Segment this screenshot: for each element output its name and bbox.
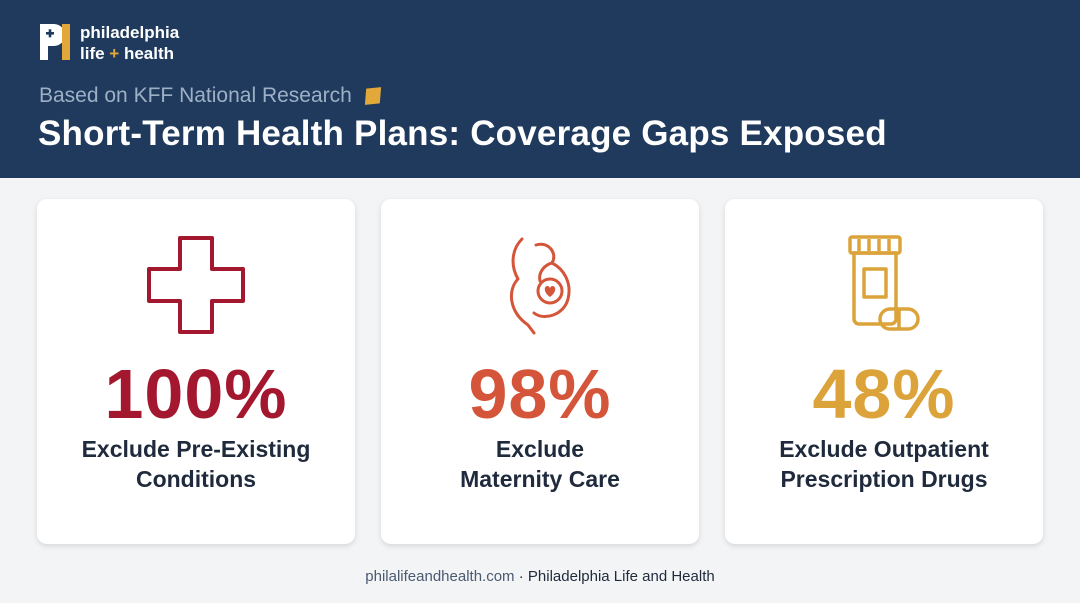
stat-description-line-2: Prescription Drugs: [780, 466, 988, 492]
stat-value: 48%: [812, 355, 956, 433]
footer: philalifeandhealth.com · Philadelphia Li…: [0, 568, 1080, 585]
logo-line-1: philadelphia: [80, 23, 180, 42]
logo-mark-icon: [40, 24, 70, 60]
stat-description-line-1: Exclude: [495, 436, 585, 462]
stat-description: Exclude Pre-Existing Conditions: [37, 434, 355, 494]
medical-cross-icon: [147, 236, 245, 334]
header-banner: philadelphia life + health Based on KFF …: [0, 0, 1080, 178]
stat-description-line-2: Conditions: [135, 466, 257, 492]
stat-card-maternity: 98% Exclude Maternity Care: [381, 199, 699, 544]
source-text: Based on KFF National Research: [39, 84, 352, 107]
stat-card-prescription: 48% Exclude Outpatient Prescription Drug…: [725, 199, 1043, 544]
footer-url-link[interactable]: philalifeandhealth.com: [365, 568, 515, 585]
tag-icon: [364, 87, 381, 105]
stat-value: 98%: [468, 355, 612, 433]
footer-separator: ·: [518, 568, 524, 585]
stat-description: Exclude Maternity Care: [381, 434, 699, 494]
logo-line-2: life + health: [80, 43, 179, 64]
stat-card-pre-existing: 100% Exclude Pre-Existing Conditions: [37, 199, 355, 544]
logo-word-life: life: [80, 44, 105, 63]
stat-description: Exclude Outpatient Prescription Drugs: [725, 434, 1043, 494]
stat-description-line-2: Maternity Care: [460, 466, 620, 492]
footer-org: Philadelphia Life and Health: [527, 568, 715, 585]
brand-logo[interactable]: philadelphia life + health: [38, 22, 179, 64]
page-title: Short-Term Health Plans: Coverage Gaps E…: [38, 114, 887, 153]
source-eyebrow: Based on KFF National Research: [39, 84, 384, 108]
logo-plus: +: [109, 44, 120, 63]
stat-description-line-1: Exclude Pre-Existing: [81, 436, 311, 462]
pill-bottle-icon: [848, 235, 920, 331]
stat-description-line-1: Exclude Outpatient: [779, 436, 989, 462]
logo-word-health: health: [123, 44, 175, 63]
pregnancy-icon: [509, 237, 571, 335]
stat-value: 100%: [104, 355, 288, 433]
logo-text: philadelphia life + health: [80, 22, 179, 64]
